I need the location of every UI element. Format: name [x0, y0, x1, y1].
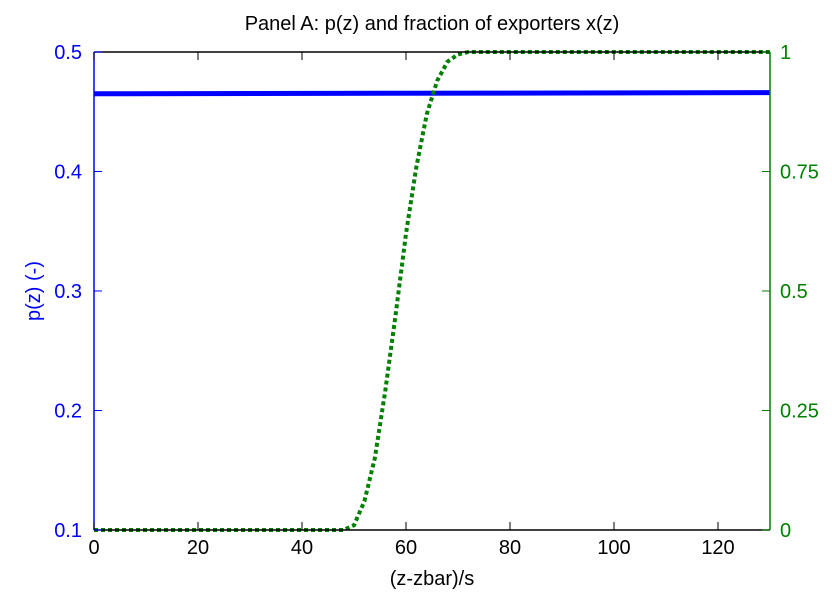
x-tick-label: 120 [701, 537, 734, 559]
y-axis-left-label: p(z) (-) [23, 261, 45, 321]
x-axis-label: (z-zbar)/s [390, 568, 474, 590]
y-right-tick-label: 0.75 [780, 162, 819, 184]
y-left-tick-label: 0.3 [54, 281, 82, 303]
y-right-tick-label: 0 [780, 520, 791, 542]
x-tick-label: 40 [291, 537, 313, 559]
plot-area [94, 52, 770, 530]
y-left-tick-label: 0.1 [54, 520, 82, 542]
y-right-tick-label: 0.5 [780, 281, 808, 303]
y-right-tick-label: 1 [780, 42, 791, 64]
x-tick-label: 20 [187, 537, 209, 559]
y-left-tick-label: 0.4 [54, 162, 82, 184]
y-right-tick-label: 0.25 [780, 401, 819, 423]
x-tick-label: 100 [597, 537, 630, 559]
x-tick-label: 0 [88, 537, 99, 559]
chart-title: Panel A: p(z) and fraction of exporters … [245, 13, 620, 35]
x-tick-label: 80 [499, 537, 521, 559]
y-left-tick-label: 0.2 [54, 401, 82, 423]
x-tick-label: 60 [395, 537, 417, 559]
y-left-tick-label: 0.5 [54, 42, 82, 64]
